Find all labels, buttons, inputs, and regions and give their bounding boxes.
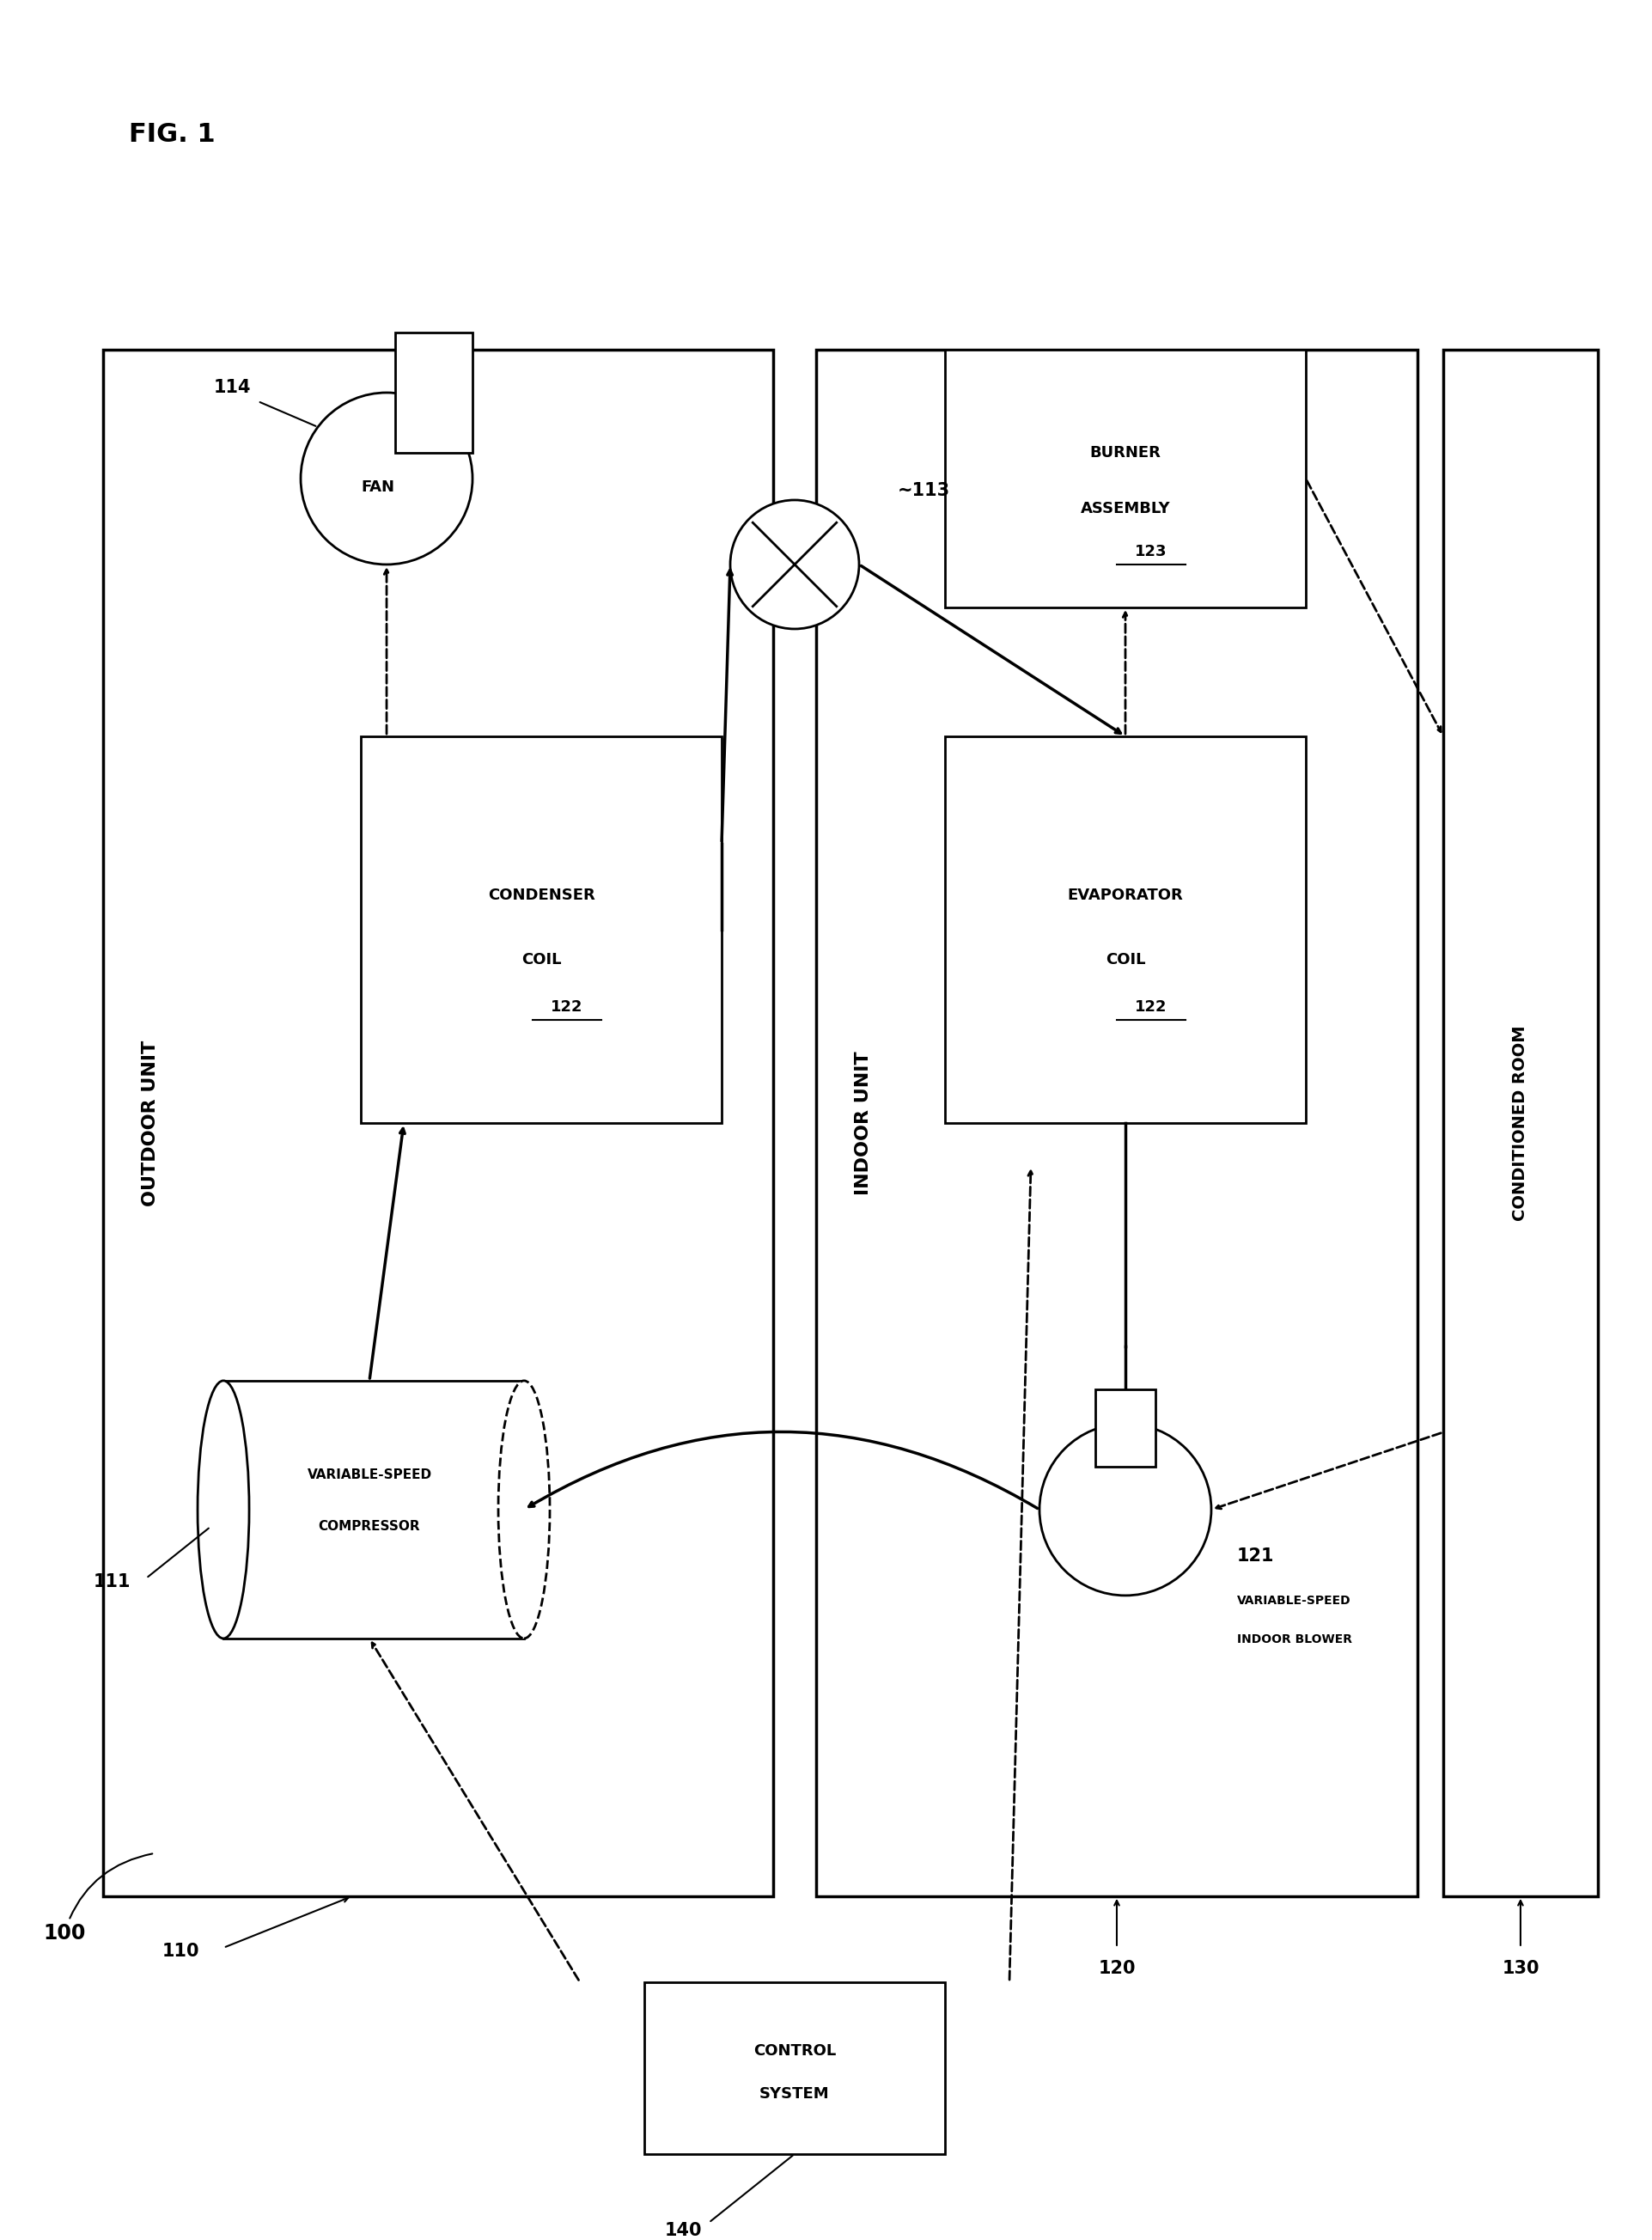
Text: VARIABLE-SPEED: VARIABLE-SPEED [1237, 1595, 1351, 1606]
Text: 122: 122 [550, 999, 583, 1015]
FancyBboxPatch shape [360, 737, 722, 1122]
Text: INDOOR UNIT: INDOOR UNIT [854, 1051, 872, 1194]
FancyBboxPatch shape [945, 737, 1305, 1122]
Circle shape [1039, 1425, 1211, 1595]
FancyBboxPatch shape [395, 332, 472, 452]
Text: ~113: ~113 [897, 482, 950, 500]
Text: 123: 123 [1135, 544, 1168, 560]
Text: 120: 120 [1099, 1960, 1135, 1978]
Text: COIL: COIL [1105, 952, 1145, 968]
FancyBboxPatch shape [1444, 349, 1597, 1897]
Text: 122: 122 [1135, 999, 1168, 1015]
Text: OUTDOOR UNIT: OUTDOOR UNIT [142, 1039, 159, 1205]
Ellipse shape [499, 1380, 550, 1637]
Text: CONDITIONED ROOM: CONDITIONED ROOM [1512, 1026, 1528, 1221]
Text: CONTROL: CONTROL [753, 2043, 836, 2059]
FancyBboxPatch shape [945, 349, 1305, 607]
Text: 114: 114 [213, 379, 251, 396]
Text: FAN: FAN [362, 479, 395, 495]
Text: COMPRESSOR: COMPRESSOR [319, 1521, 420, 1532]
FancyBboxPatch shape [102, 349, 773, 1897]
Text: 110: 110 [162, 1942, 200, 1960]
Text: COIL: COIL [522, 952, 562, 968]
Text: BURNER: BURNER [1090, 446, 1161, 461]
Ellipse shape [198, 1380, 249, 1637]
FancyBboxPatch shape [644, 1982, 945, 2155]
Text: 130: 130 [1502, 1960, 1540, 1978]
Circle shape [730, 500, 859, 629]
FancyBboxPatch shape [816, 349, 1417, 1897]
Text: VARIABLE-SPEED: VARIABLE-SPEED [307, 1469, 431, 1481]
FancyBboxPatch shape [223, 1380, 524, 1637]
Text: ASSEMBLY: ASSEMBLY [1080, 502, 1170, 517]
FancyBboxPatch shape [1095, 1389, 1155, 1467]
Text: 111: 111 [93, 1572, 131, 1590]
Text: 140: 140 [664, 2222, 702, 2240]
Text: 121: 121 [1237, 1548, 1274, 1564]
Text: 100: 100 [43, 1855, 152, 1944]
Text: EVAPORATOR: EVAPORATOR [1067, 887, 1183, 903]
Text: CONDENSER: CONDENSER [487, 887, 595, 903]
Text: INDOOR BLOWER: INDOOR BLOWER [1237, 1633, 1351, 1646]
Circle shape [301, 392, 472, 564]
Text: SYSTEM: SYSTEM [760, 2085, 829, 2101]
Text: FIG. 1: FIG. 1 [129, 123, 215, 148]
